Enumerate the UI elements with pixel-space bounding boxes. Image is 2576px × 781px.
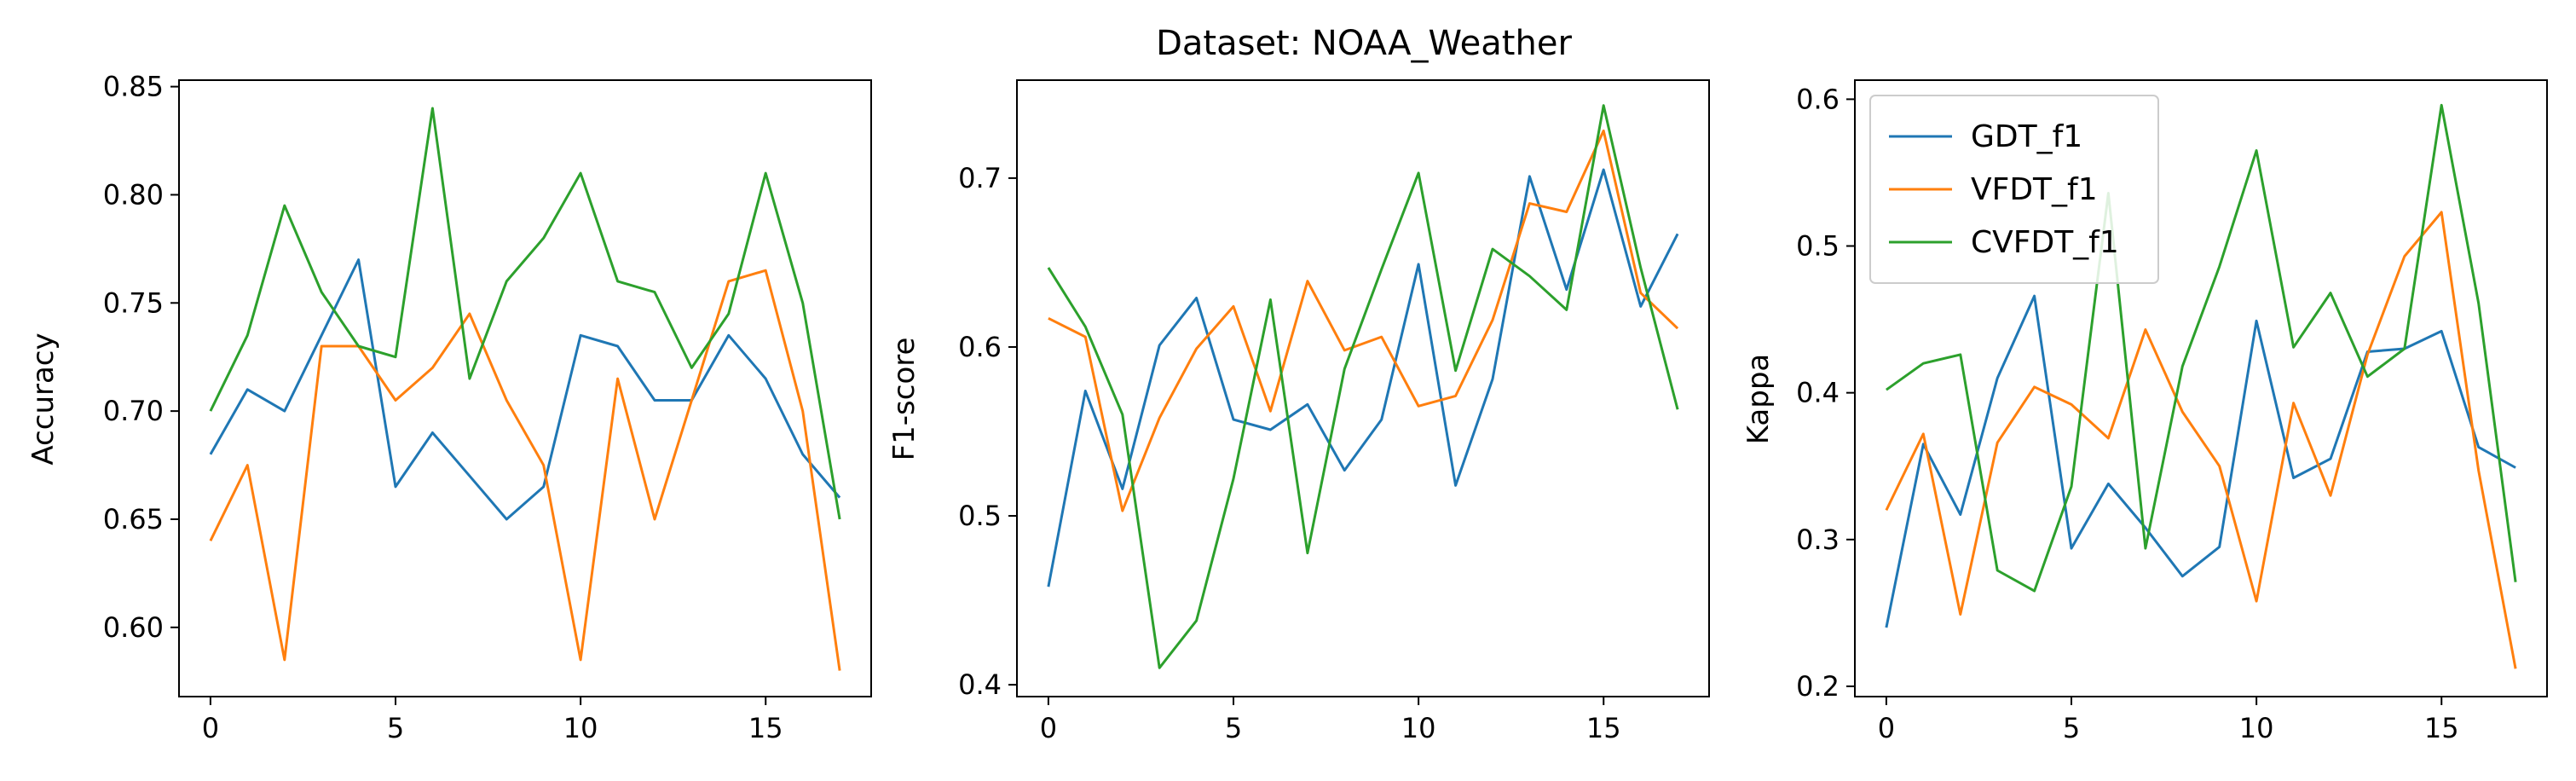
kappa-y-axis-label: Kappa [1741,354,1776,445]
accuracy-line-gdt-f1 [209,258,841,521]
f1-score-y-tick-label: 0.6 [958,331,1002,363]
legend-label-gdt-f1: GDT_f1 [1971,119,2082,154]
accuracy-plot-frame [178,79,872,697]
kappa-line-cvfdt-f1 [1886,103,2517,593]
f1-score-x-tick-label: 10 [1401,712,1436,744]
accuracy-line-cvfdt-f1 [209,107,841,520]
f1-score-y-tick-label: 0.7 [958,162,1002,194]
accuracy-y-axis-label: Accuracy [26,333,61,465]
kappa-y-tick-label: 0.5 [1796,230,1840,263]
kappa-x-tick-label: 5 [2063,712,2080,744]
kappa-y-tick-label: 0.4 [1796,377,1840,409]
f1-score-y-tick-label: 0.4 [958,668,1002,701]
f1-score-y-tick-label: 0.5 [958,500,1002,532]
accuracy-y-tick-label: 0.80 [103,178,164,211]
accuracy-x-tick-label: 15 [748,712,783,744]
f1-score-x-tick-label: 15 [1586,712,1621,744]
accuracy-y-tick-label: 0.65 [103,503,164,535]
kappa-x-tick-label: 15 [2424,712,2459,744]
f1-score-line-vfdt-f1 [1048,129,1679,512]
kappa-x-tick-label: 10 [2239,712,2274,744]
kappa-plot-frame [1854,79,2548,697]
legend-label-vfdt-f1: VFDT_f1 [1971,172,2098,207]
f1-score-panel: F1-score 0 5 10 15 0.4 0.5 0.6 0.7 [887,79,1710,744]
f1-score-line-cvfdt-f1 [1047,104,1679,669]
kappa-y-tick-label: 0.6 [1796,83,1840,115]
accuracy-panel: Accuracy 0 5 10 15 0.60 0.65 0.70 0.75 0.80 0.85 [26,71,872,744]
f1-score-plot-frame [1016,79,1710,697]
f1-score-x-tick-label: 5 [1225,712,1242,744]
f1-score-line-gdt-f1 [1047,168,1679,587]
kappa-x-tick-label: 0 [1878,712,1895,744]
kappa-y-tick-label: 0.3 [1796,524,1840,556]
f1-score-x-tick-label: 0 [1040,712,1057,744]
accuracy-y-tick-label: 0.70 [103,395,164,427]
legend-label-cvfdt-f1: CVFDT_f1 [1971,225,2119,260]
accuracy-x-tick-label: 0 [202,712,219,744]
accuracy-x-tick-label: 5 [387,712,404,744]
legend-box [1869,95,2159,284]
accuracy-x-tick-label: 10 [563,712,598,744]
accuracy-y-tick-label: 0.60 [103,611,164,644]
kappa-panel: Kappa 0 5 10 15 0.2 0.3 0.4 0.5 0.6 GDT_f1 VFDT_f1… [1741,79,2548,744]
figure-title: Dataset: NOAA_Weather [1156,24,1572,63]
accuracy-line-vfdt-f1 [209,269,841,671]
f1-score-y-axis-label: F1-score [887,338,921,461]
kappa-line-gdt-f1 [1885,294,2516,628]
accuracy-y-tick-label: 0.75 [103,286,164,319]
kappa-line-vfdt-f1 [1885,211,2517,669]
kappa-y-tick-label: 0.2 [1796,670,1840,703]
accuracy-y-tick-label: 0.85 [103,71,164,103]
